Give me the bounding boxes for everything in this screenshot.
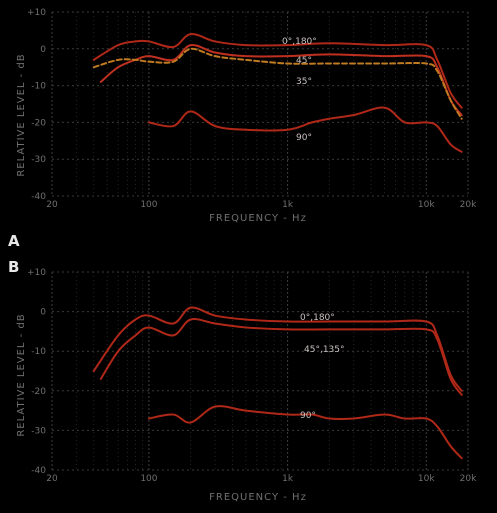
y-axis-label-b: RELATIVE LEVEL - dB bbox=[16, 313, 27, 436]
y-tick-label: +10 bbox=[27, 268, 46, 278]
series-label: 45° bbox=[296, 56, 312, 66]
x-tick-label: 100 bbox=[140, 474, 157, 484]
series-labels-b: 0°,180° 45°,135° 90° bbox=[300, 313, 345, 421]
y-tick-label: -40 bbox=[31, 466, 46, 476]
grid-b bbox=[51, 271, 469, 471]
y-tick-label: +10 bbox=[27, 8, 46, 18]
series-line bbox=[147, 405, 463, 460]
y-tick-label: -30 bbox=[31, 426, 46, 436]
chart-panel-b: 20 100 1k 10k 20k +10 0 -10 -20 -30 -40 0°,180° 45°… bbox=[16, 268, 477, 503]
x-tick-label: 100 bbox=[140, 200, 157, 210]
y-tick-label: 0 bbox=[40, 308, 46, 318]
x-tick-label: 20 bbox=[46, 474, 58, 484]
x-axis-label-b: FREQUENCY - Hz bbox=[209, 492, 307, 503]
panel-label-b: B bbox=[8, 258, 19, 276]
series-label: 35° bbox=[296, 77, 312, 87]
y-tick-label: -30 bbox=[31, 155, 46, 165]
series-lines-a bbox=[92, 33, 463, 153]
chart-panel-a: 20 100 1k 10k 20k +10 0 -10 -20 -30 -40 0°,180° 45°… bbox=[16, 8, 477, 224]
series-line bbox=[92, 306, 463, 392]
x-tick-label: 1k bbox=[282, 474, 294, 484]
tick-labels-b: 20 100 1k 10k 20k +10 0 -10 -20 -30 -40 bbox=[27, 268, 477, 484]
series-label: 45°,135° bbox=[304, 345, 345, 355]
x-tick-label: 20k bbox=[460, 474, 477, 484]
y-tick-label: -20 bbox=[31, 118, 46, 128]
series-label: 90° bbox=[296, 133, 312, 143]
x-tick-label: 10k bbox=[418, 474, 435, 484]
series-line bbox=[147, 106, 463, 153]
series-labels-a: 0°,180° 45° 35° 90° bbox=[282, 37, 317, 143]
x-tick-label: 1k bbox=[282, 200, 294, 210]
y-axis-label-a: RELATIVE LEVEL - dB bbox=[16, 53, 27, 176]
series-lines-b bbox=[92, 306, 463, 460]
series-label: 90° bbox=[300, 411, 316, 421]
grid-a bbox=[51, 11, 469, 197]
x-axis-label-a: FREQUENCY - Hz bbox=[209, 213, 307, 224]
y-tick-label: -10 bbox=[31, 347, 46, 357]
series-line bbox=[92, 47, 463, 120]
series-line bbox=[99, 44, 463, 117]
y-tick-label: -20 bbox=[31, 387, 46, 397]
x-tick-label: 20k bbox=[460, 200, 477, 210]
x-tick-label: 10k bbox=[418, 200, 435, 210]
tick-labels-a: 20 100 1k 10k 20k +10 0 -10 -20 -30 -40 bbox=[27, 8, 477, 210]
series-label: 0°,180° bbox=[300, 313, 335, 323]
series-line bbox=[99, 318, 463, 396]
y-tick-label: 0 bbox=[40, 45, 46, 55]
x-tick-label: 20 bbox=[46, 200, 58, 210]
y-tick-label: -10 bbox=[31, 82, 46, 92]
series-label: 0°,180° bbox=[282, 37, 317, 47]
panel-label-a: A bbox=[8, 232, 20, 250]
y-tick-label: -40 bbox=[31, 192, 46, 202]
series-line bbox=[92, 33, 463, 109]
